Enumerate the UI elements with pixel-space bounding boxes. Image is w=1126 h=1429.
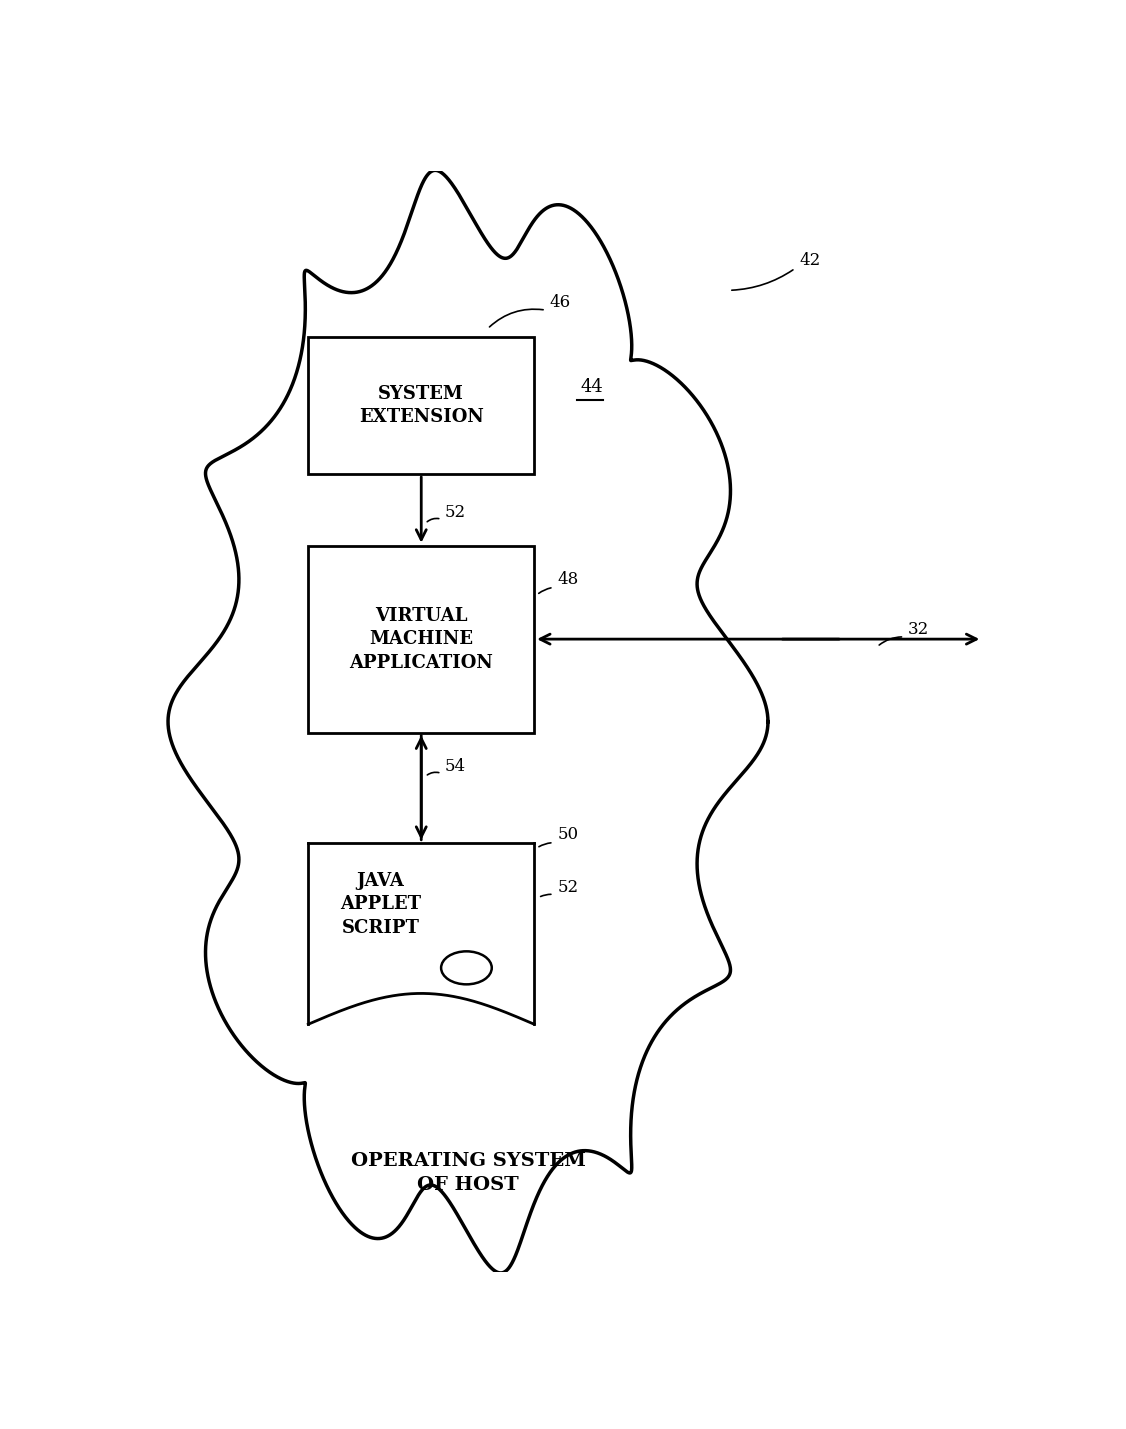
Text: VIRTUAL
MACHINE
APPLICATION: VIRTUAL MACHINE APPLICATION <box>349 606 493 672</box>
Text: 42: 42 <box>799 252 821 269</box>
Text: JAVA
APPLET
SCRIPT: JAVA APPLET SCRIPT <box>340 872 421 937</box>
Polygon shape <box>168 170 768 1273</box>
Text: OPERATING SYSTEM
OF HOST: OPERATING SYSTEM OF HOST <box>350 1152 586 1193</box>
Text: 44: 44 <box>581 377 604 396</box>
Text: 52: 52 <box>445 504 466 522</box>
Bar <box>309 337 534 474</box>
Text: 48: 48 <box>557 572 579 589</box>
Text: 32: 32 <box>909 620 929 637</box>
Bar <box>309 546 534 733</box>
Text: 52: 52 <box>557 879 579 896</box>
Text: SYSTEM
EXTENSION: SYSTEM EXTENSION <box>359 384 484 426</box>
Ellipse shape <box>441 952 492 985</box>
Text: 50: 50 <box>557 826 579 843</box>
Text: 54: 54 <box>445 759 466 775</box>
Polygon shape <box>309 843 534 1025</box>
Text: 46: 46 <box>549 294 571 312</box>
